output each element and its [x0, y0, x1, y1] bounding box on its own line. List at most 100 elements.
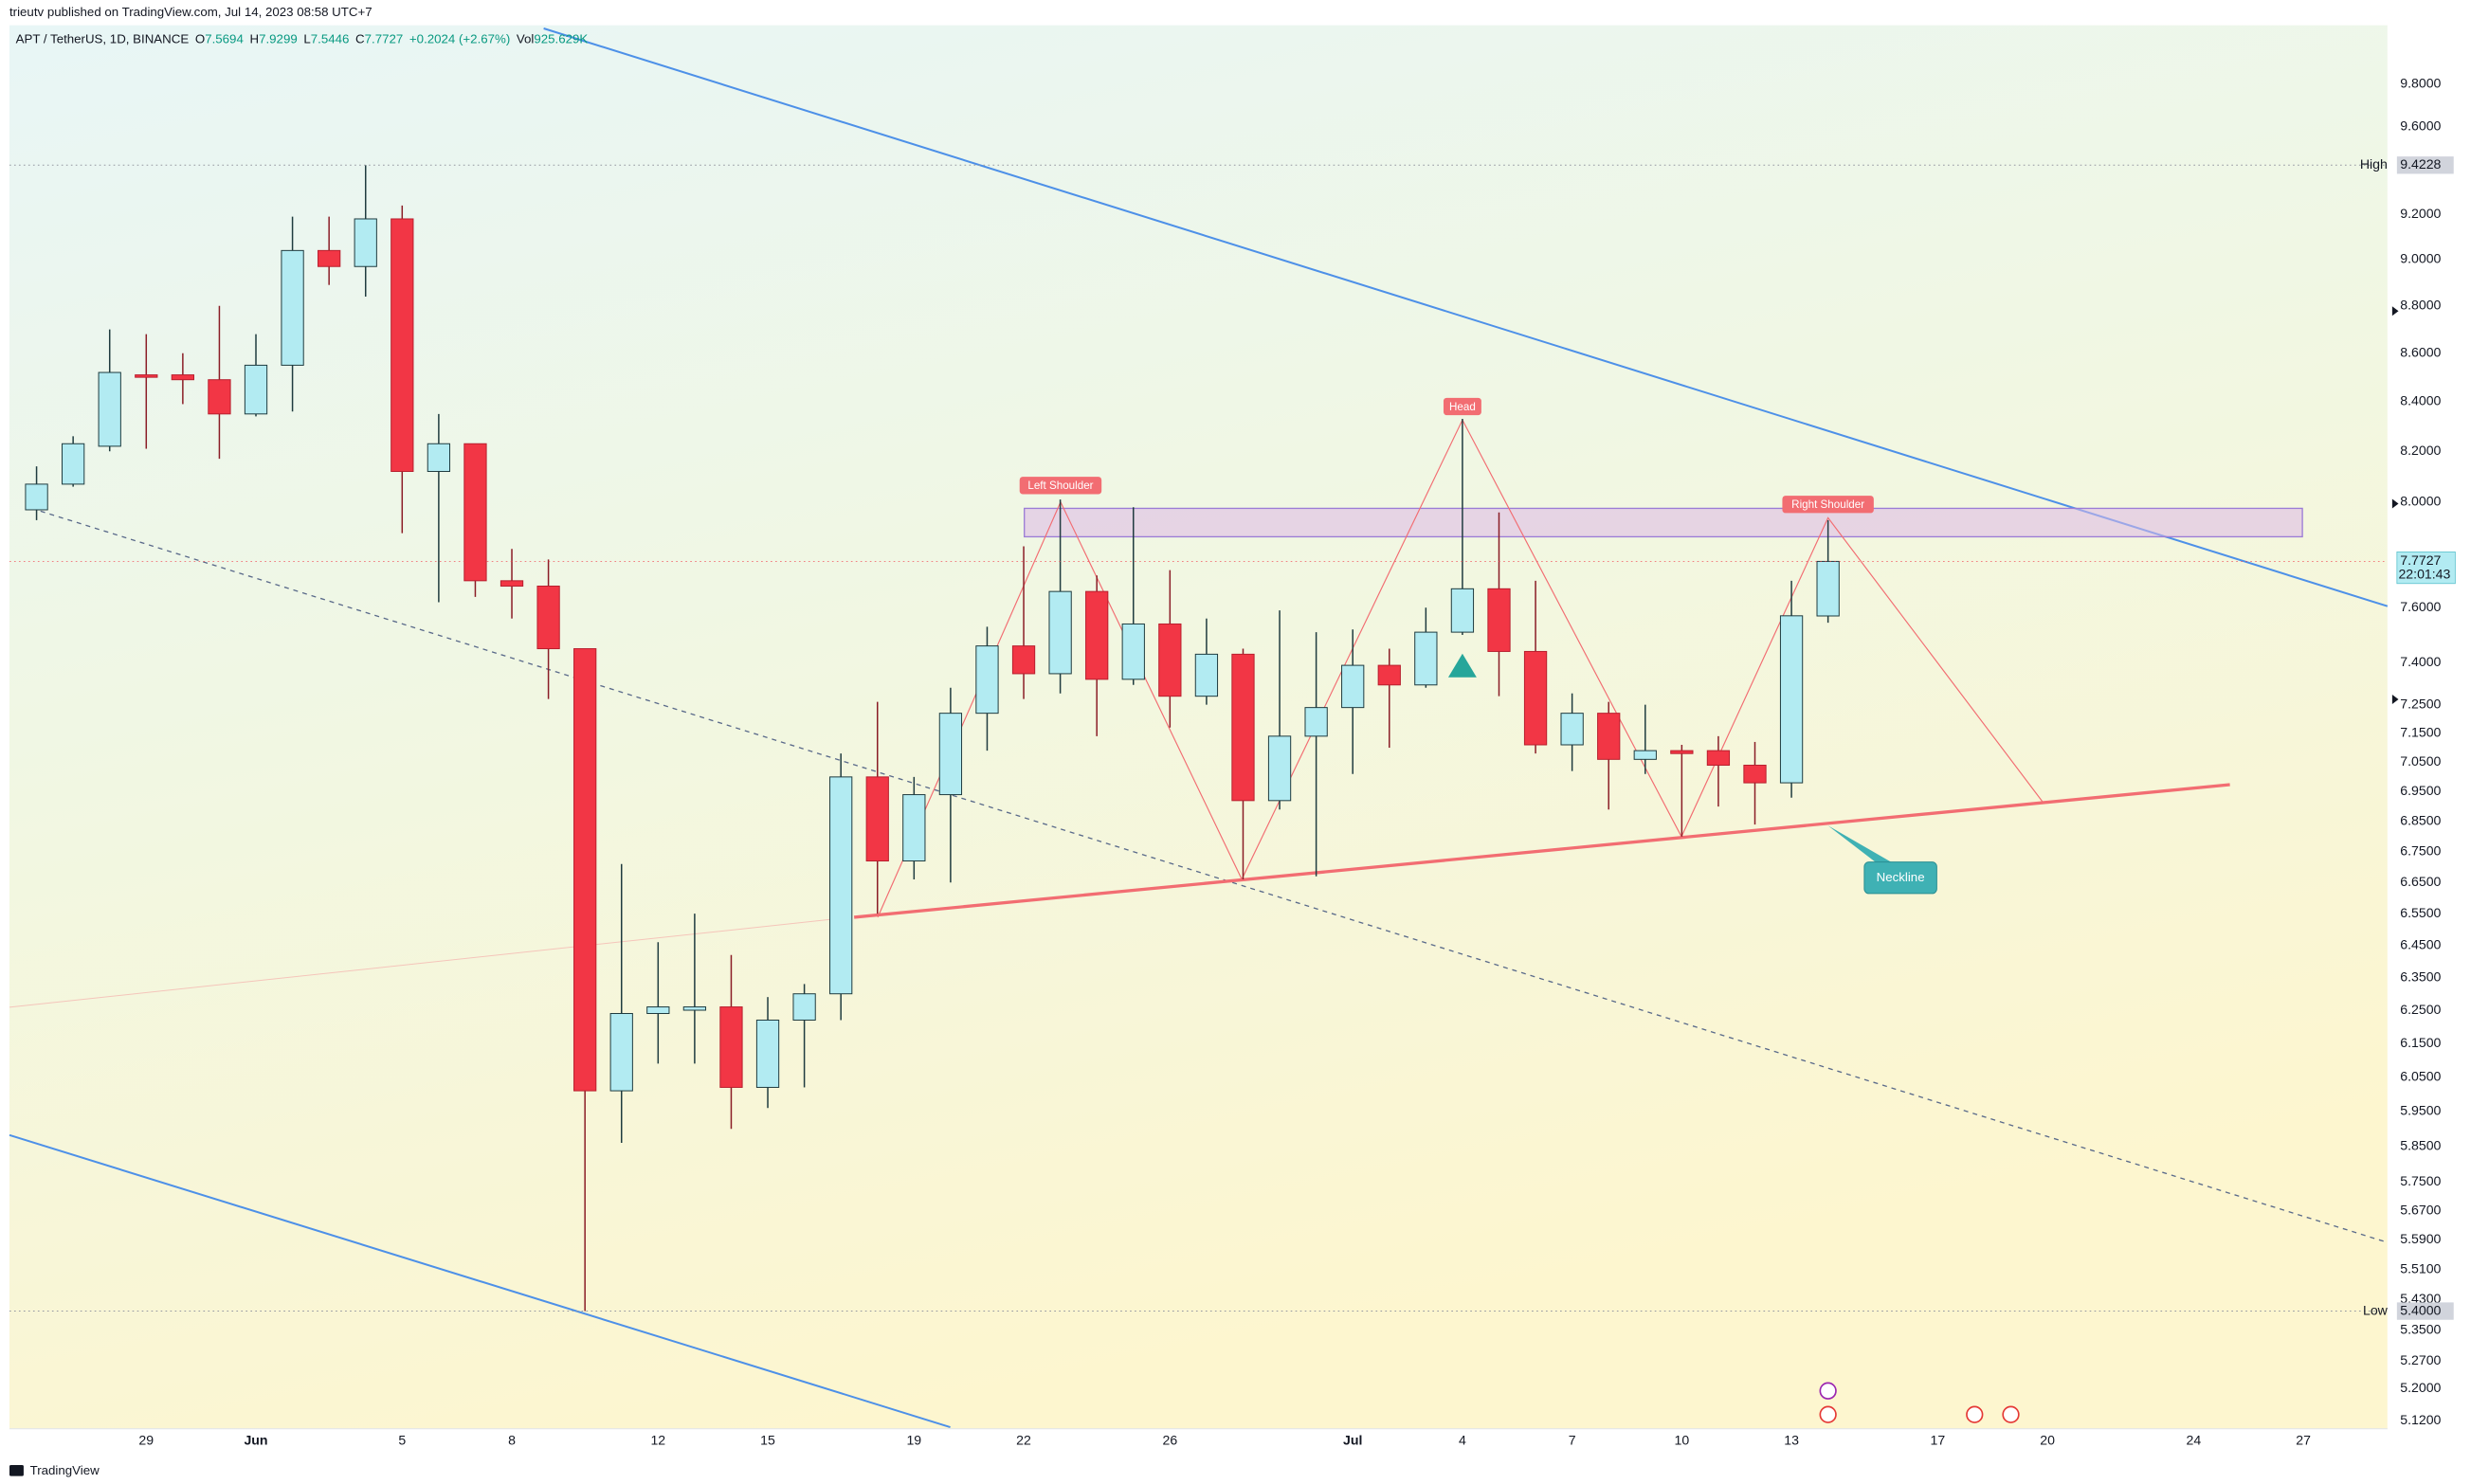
candle-body [500, 580, 524, 587]
y-tick-label: 9.8000 [2400, 76, 2441, 91]
candle-body [536, 585, 560, 650]
y-tick-label: 5.5100 [2400, 1260, 2441, 1276]
candle-body [829, 776, 853, 995]
y-tick-label: 9.0000 [2400, 251, 2441, 266]
x-tick-label: 7 [1569, 1433, 1576, 1448]
y-tick-label: 7.2500 [2400, 696, 2441, 711]
candle-body [1523, 650, 1548, 746]
candle-body [1779, 615, 1804, 784]
y-tick-label: 6.6500 [2400, 874, 2441, 889]
event-icon [1819, 1382, 1837, 1400]
candle-body [1670, 750, 1694, 754]
candle-body [1341, 664, 1365, 709]
candle-body [1267, 735, 1292, 802]
publisher-line: trieutv published on TradingView.com, Ju… [9, 5, 372, 19]
y-tick-label: 6.7500 [2400, 843, 2441, 859]
x-tick-label: 13 [1784, 1433, 1799, 1448]
y-tick-label: 6.0500 [2400, 1068, 2441, 1083]
y-tick-label: 5.2700 [2400, 1352, 2441, 1367]
level-label: Low [2363, 1302, 2389, 1317]
candle-body [244, 364, 268, 415]
callout-pointer [1827, 825, 1892, 862]
candle-body [135, 374, 158, 378]
y-tick-label: 6.4500 [2400, 936, 2441, 951]
y-tick-label: 6.8500 [2400, 813, 2441, 828]
signal-arrow [1447, 653, 1477, 678]
level-value: 9.4228 [2400, 156, 2441, 172]
volume-label: Vol [517, 31, 535, 45]
neckline-extension [9, 916, 851, 1008]
candle-body [427, 443, 451, 472]
candle-body [1121, 623, 1145, 680]
scale-arrow [2391, 695, 2399, 705]
candle-body [1304, 707, 1328, 737]
event-icon [2002, 1405, 2020, 1423]
candle-body [1706, 750, 1731, 766]
x-tick-label: 17 [1931, 1433, 1946, 1448]
candle-body [1414, 631, 1438, 686]
candle-body [208, 379, 231, 415]
y-tick-label: 5.3500 [2400, 1321, 2441, 1336]
y-tick-label: 7.1500 [2400, 725, 2441, 740]
candles [25, 165, 1840, 1312]
candle-body [865, 776, 889, 862]
close-value: 7.7727 [365, 31, 404, 45]
candle-body [1048, 590, 1072, 675]
x-tick-label: 10 [1675, 1433, 1690, 1448]
y-tick-label: 5.7500 [2400, 1173, 2441, 1188]
candle-body [938, 713, 963, 796]
high-label: H [249, 31, 259, 45]
y-tick-label: 8.0000 [2400, 494, 2441, 509]
y-tick-label: 8.4000 [2400, 393, 2441, 408]
y-tick-label: 5.1200 [2400, 1412, 2441, 1427]
candle-body [609, 1012, 633, 1092]
candle-body [1597, 713, 1621, 760]
candle-body [573, 648, 597, 1092]
y-tick-label: 5.4300 [2400, 1291, 2441, 1306]
y-tick-label: 6.3500 [2400, 968, 2441, 984]
x-tick-label: 5 [398, 1433, 406, 1448]
x-tick-label: Jul [1343, 1433, 1362, 1448]
x-tick-label: 8 [508, 1433, 516, 1448]
y-tick-label: 7.0500 [2400, 753, 2441, 769]
volume-value: 925.629K [534, 31, 588, 45]
symbol-line: APT / TetherUS, 1D, BINANCE O7.5694 H7.929… [16, 31, 589, 45]
head-label: Head [1449, 401, 1476, 413]
candle-body [98, 371, 121, 447]
y-tick-label: 9.6000 [2400, 118, 2441, 134]
last-price-tag [2396, 552, 2456, 585]
close-label: C [355, 31, 365, 45]
candle-body [1011, 645, 1036, 675]
x-tick-label: 4 [1459, 1433, 1466, 1448]
left-shoulder-label: Left Shoulder [1027, 480, 1093, 492]
neckline [853, 783, 2230, 919]
candle-body [25, 483, 48, 511]
level-label: High [2360, 156, 2388, 172]
resistance-zone [1024, 507, 2303, 538]
candle-body [1377, 664, 1401, 686]
y-tick-label: 5.6700 [2400, 1202, 2441, 1217]
brand-logo [9, 1465, 24, 1476]
y-tick-label: 5.2000 [2400, 1380, 2441, 1395]
candle-body [755, 1019, 780, 1088]
label-box [1782, 496, 1874, 514]
candle-body [1158, 623, 1182, 697]
high-value: 7.9299 [259, 31, 298, 45]
candle-body [318, 249, 341, 267]
event-icon [1966, 1405, 1984, 1423]
y-tick-label: 8.6000 [2400, 344, 2441, 359]
candle-body [354, 218, 377, 267]
candle-body [646, 1006, 670, 1014]
y-tick-label: 8.2000 [2400, 443, 2441, 458]
right-shoulder-label: Right Shoulder [1791, 498, 1864, 511]
open-value: 7.5694 [205, 31, 244, 45]
candle-body [1633, 750, 1657, 760]
x-tick-label: Jun [244, 1433, 267, 1448]
y-tick-label: 6.2500 [2400, 1002, 2441, 1017]
y-tick-label: 5.5900 [2400, 1231, 2441, 1246]
y-tick-label: 6.5500 [2400, 905, 2441, 920]
candle-body [463, 443, 487, 582]
candle-body [792, 993, 816, 1021]
symbol: APT / TetherUS, 1D, BINANCE [16, 31, 190, 45]
